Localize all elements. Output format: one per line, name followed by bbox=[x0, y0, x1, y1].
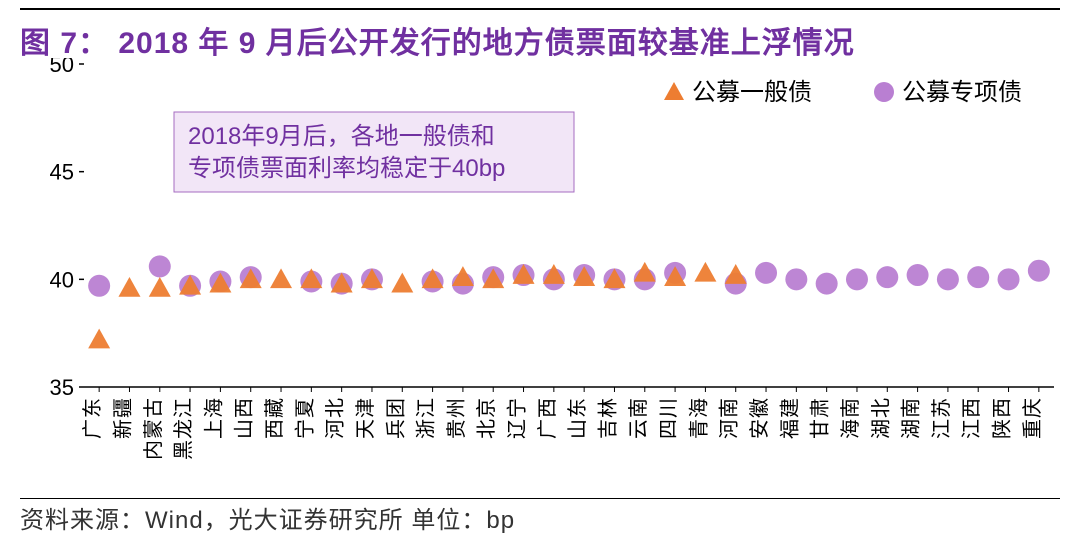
chart-title: 图 7： 2018 年 9 月后公开发行的地方债票面较基准上浮情况 bbox=[20, 18, 855, 62]
marker-circle bbox=[88, 275, 110, 297]
x-axis-label: 天津 bbox=[354, 397, 377, 439]
marker-circle bbox=[1028, 260, 1050, 282]
marker-circle bbox=[967, 266, 989, 288]
legend-series-a: 公募一般债 bbox=[692, 79, 812, 106]
x-axis-label: 宁夏 bbox=[293, 397, 316, 439]
annotation-line1: 2018年9月后，各地一般债和 bbox=[188, 123, 495, 150]
marker-circle bbox=[149, 255, 171, 277]
x-axis-label: 内蒙古 bbox=[142, 397, 165, 460]
source-prefix: 资料来源： bbox=[20, 507, 145, 534]
source-rest: ，光大证券研究所 单位：bp bbox=[204, 507, 515, 534]
annotation-line2: 专项债票面利率均稳定于40bp bbox=[188, 155, 505, 182]
x-axis-label: 浙江 bbox=[415, 397, 438, 439]
marker-circle bbox=[785, 268, 807, 290]
marker-triangle bbox=[118, 277, 140, 297]
marker-triangle bbox=[694, 262, 716, 282]
marker-circle bbox=[755, 262, 777, 284]
source-wind: Wind bbox=[145, 507, 204, 534]
bottom-rule bbox=[20, 498, 1060, 500]
marker-circle bbox=[876, 266, 898, 288]
x-axis-label: 广东 bbox=[81, 397, 104, 439]
legend-series-b: 公募专项债 bbox=[902, 79, 1022, 106]
chart-area: 35 40 45 50 广东新疆内蒙古黑龙江上海山西西藏宁夏河北天津兵团浙江贵州北京辽宁… bbox=[44, 58, 1060, 497]
x-axis-label: 山西 bbox=[233, 397, 256, 439]
marker-circle bbox=[937, 268, 959, 290]
x-axis-label: 吉林 bbox=[596, 397, 619, 439]
marker-triangle bbox=[725, 264, 747, 284]
chart-svg: 35 40 45 50 广东新疆内蒙古黑龙江上海山西西藏宁夏河北天津兵团浙江贵州北京辽宁… bbox=[44, 58, 1060, 497]
x-axis-label: 北京 bbox=[475, 397, 498, 439]
marker-triangle bbox=[391, 273, 413, 293]
x-axis-label: 江西 bbox=[960, 397, 983, 439]
x-axis-label: 广西 bbox=[536, 397, 559, 439]
marker-circle bbox=[846, 268, 868, 290]
marker-circle bbox=[998, 268, 1020, 290]
x-axis-label: 重庆 bbox=[1021, 397, 1044, 439]
x-axis-label: 云南 bbox=[627, 397, 650, 439]
marker-circle bbox=[907, 264, 929, 286]
x-axis-label: 江苏 bbox=[930, 397, 953, 439]
x-axis-label: 河北 bbox=[324, 397, 347, 439]
marker-triangle bbox=[88, 329, 110, 349]
x-axis-label: 陕西 bbox=[991, 397, 1014, 439]
figure-container: 图 7： 2018 年 9 月后公开发行的地方债票面较基准上浮情况 35 40 45… bbox=[0, 0, 1080, 545]
marker-triangle bbox=[149, 277, 171, 297]
x-axis-label: 西藏 bbox=[263, 397, 286, 439]
x-axis-label: 四川 bbox=[658, 397, 680, 439]
x-axis-label: 河南 bbox=[718, 397, 741, 439]
x-axis-label: 上海 bbox=[202, 397, 225, 439]
x-axis-label: 新疆 bbox=[111, 397, 134, 439]
x-axis-label: 福建 bbox=[778, 397, 801, 439]
x-axis-label: 湖南 bbox=[900, 397, 923, 439]
x-axis-label: 辽宁 bbox=[506, 397, 529, 439]
x-axis-label: 甘肃 bbox=[809, 397, 832, 439]
top-rule bbox=[20, 8, 1060, 10]
x-axis-label: 湖北 bbox=[869, 397, 892, 439]
x-axis-label: 贵州 bbox=[445, 397, 468, 439]
x-axis-label: 青海 bbox=[687, 397, 710, 439]
svg-text:45: 45 bbox=[50, 160, 74, 185]
x-axis-label: 山东 bbox=[566, 397, 589, 439]
x-axis-label: 兵团 bbox=[384, 397, 407, 439]
svg-text:35: 35 bbox=[50, 375, 74, 400]
svg-text:50: 50 bbox=[50, 58, 74, 77]
marker-triangle bbox=[270, 268, 292, 288]
x-axis-label: 海南 bbox=[839, 397, 862, 439]
x-axis-label: 安徽 bbox=[748, 397, 771, 439]
x-axis-label: 黑龙江 bbox=[172, 397, 195, 460]
source-line: 资料来源：Wind，光大证券研究所 单位：bp bbox=[20, 500, 515, 535]
svg-text:40: 40 bbox=[50, 267, 74, 292]
marker-circle bbox=[816, 273, 838, 295]
